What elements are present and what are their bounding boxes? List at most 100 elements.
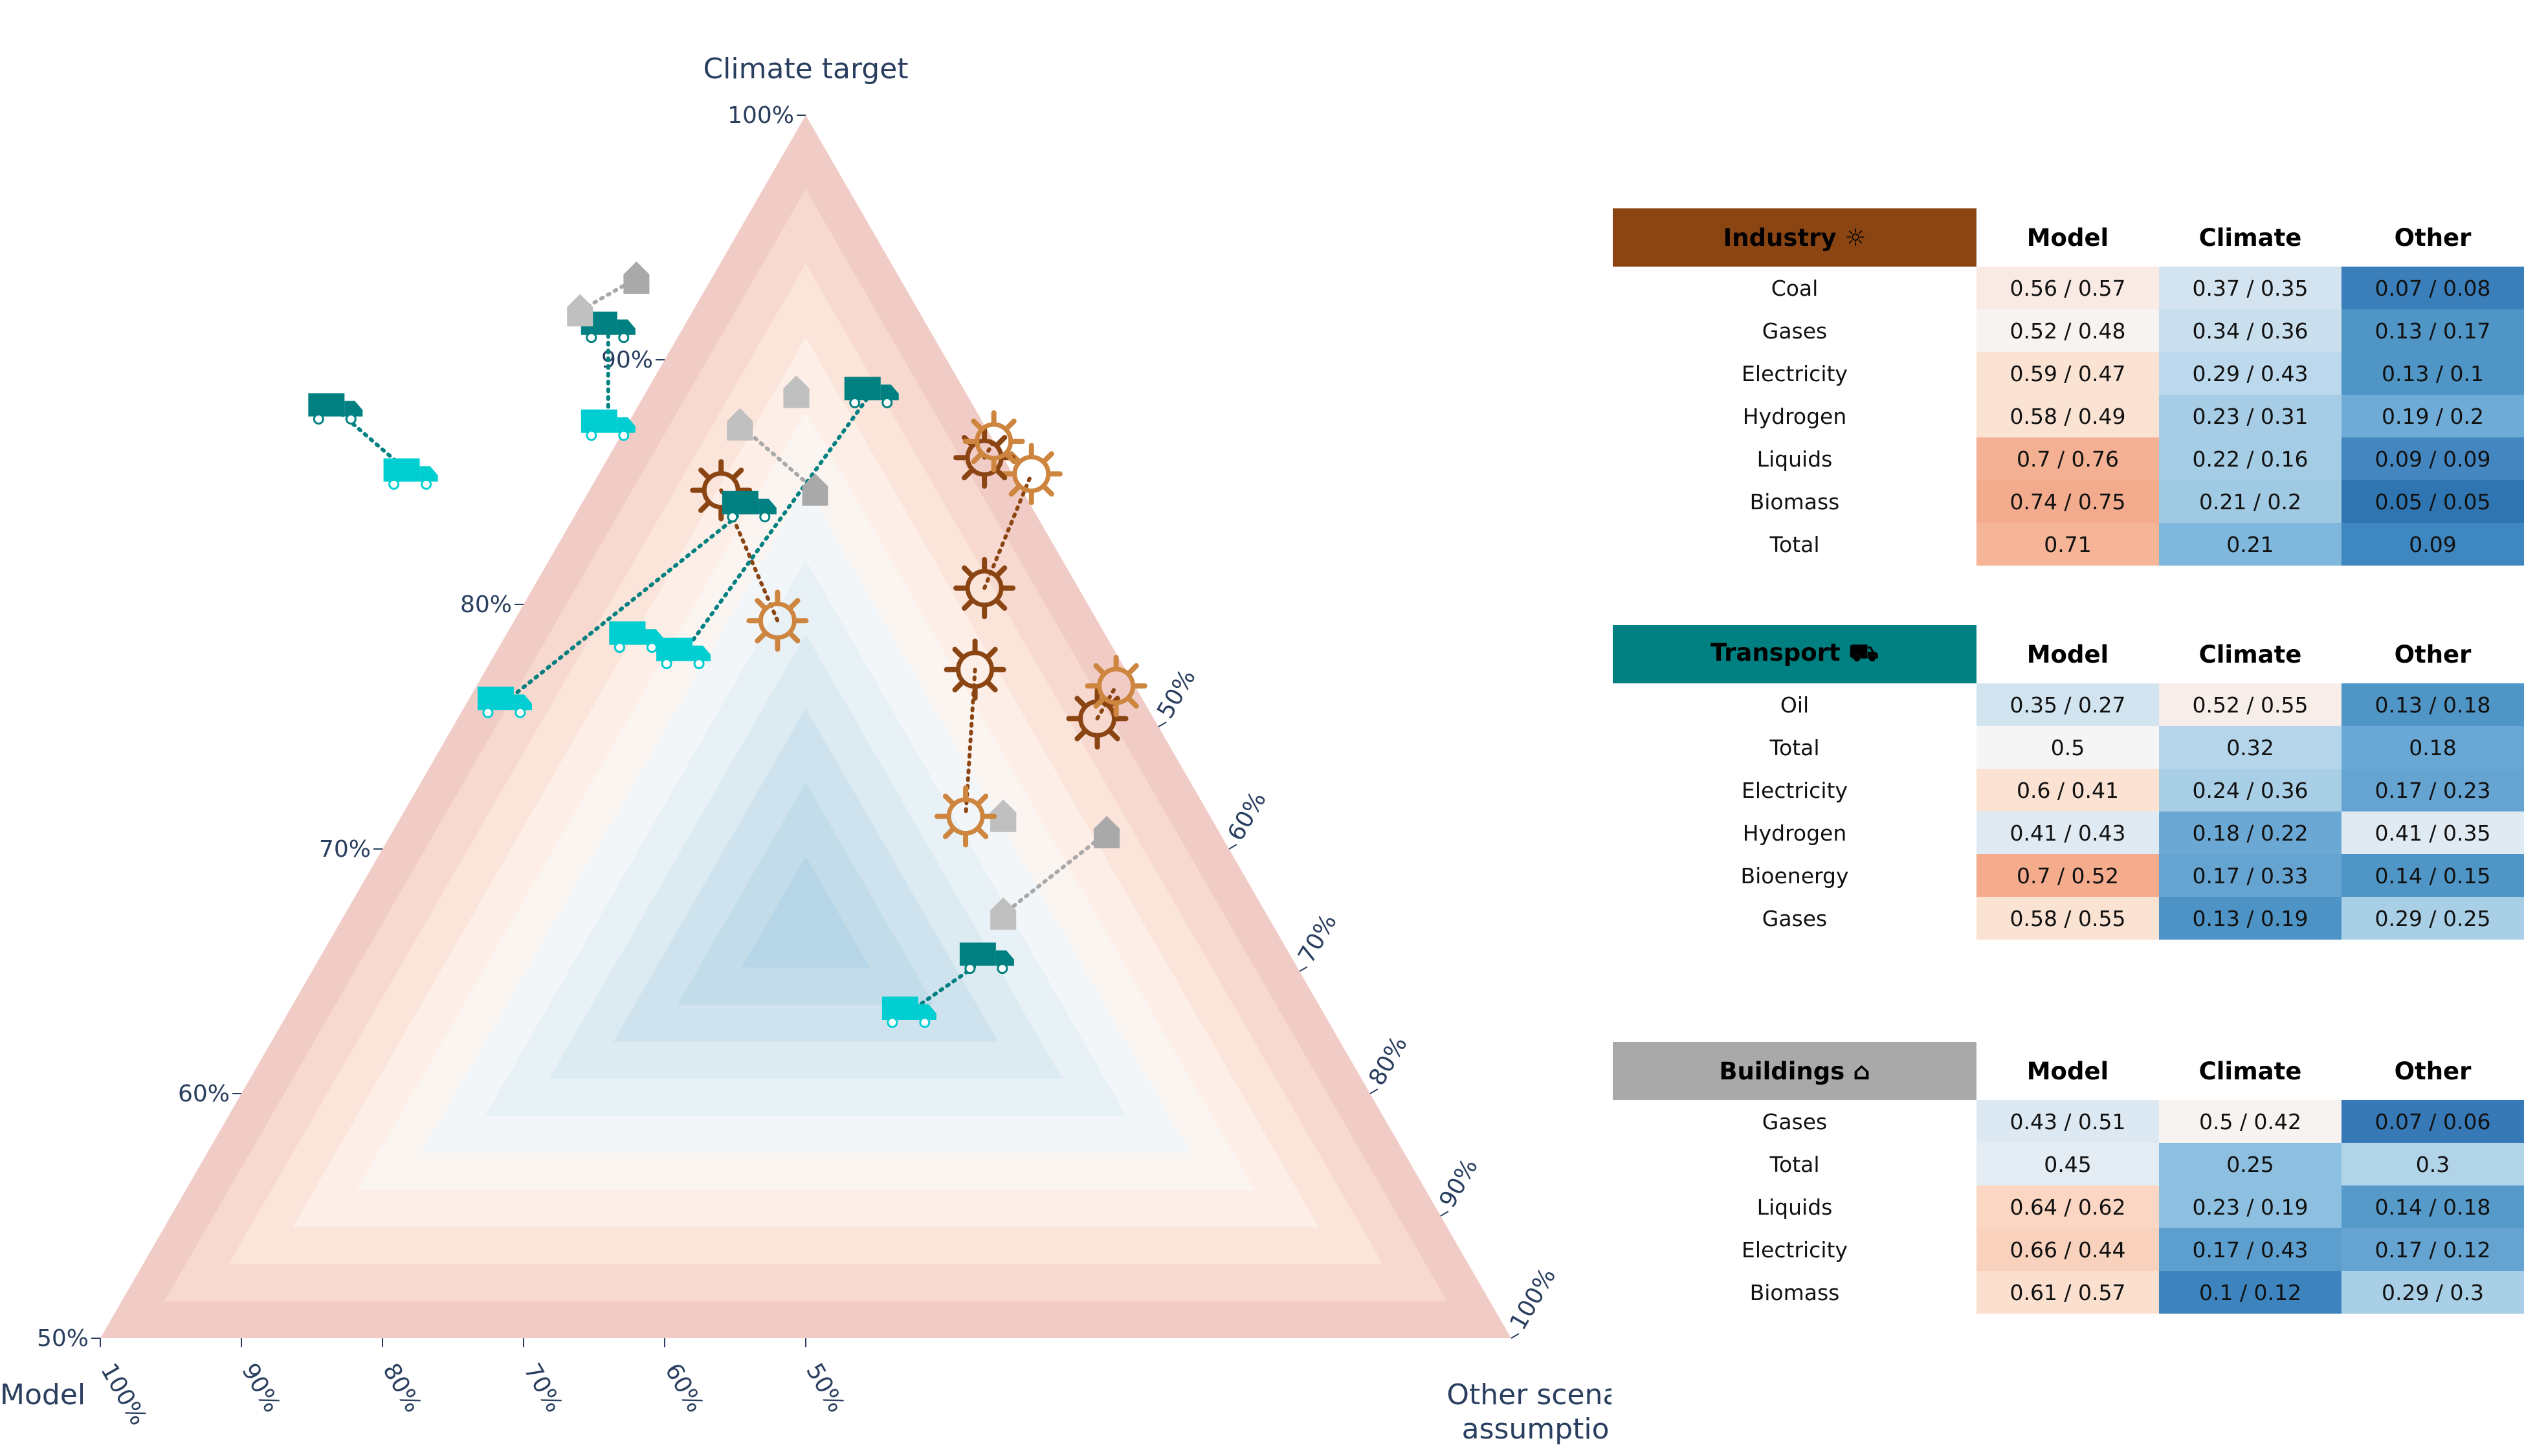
tick-label-other: 90% xyxy=(1434,1154,1483,1213)
table-row: Total 0.5 0.32 0.18 xyxy=(1613,726,2524,769)
house-shape xyxy=(990,897,1017,930)
truck-body xyxy=(581,409,617,433)
row-label: Total xyxy=(1769,1151,1820,1177)
truck-body xyxy=(308,393,345,417)
table-row: Electricity 0.6 / 0.41 0.24 / 0.36 0.17 / 0… xyxy=(1613,769,2524,811)
gear-tooth xyxy=(977,793,989,806)
gear-tooth xyxy=(977,827,989,839)
industry-marker-to xyxy=(962,410,1025,472)
gear-tooth xyxy=(952,681,964,692)
value-cell: 0.58 / 0.49 xyxy=(1976,395,2159,437)
value-cell: 0.21 / 0.2 xyxy=(2159,480,2341,523)
sector-title: Industry ☼ xyxy=(1613,208,1976,267)
table-header-row: Industry ☼ Model Climate Other xyxy=(1613,208,2524,267)
gear-tooth xyxy=(755,632,767,644)
transport-table: Transport ⛟ Model Climate Other Oil 0.35 / 0.… xyxy=(1613,625,2524,940)
truck-wheel xyxy=(618,430,630,441)
row-label: Electricity xyxy=(1742,777,1848,803)
truck-wheel xyxy=(849,397,861,408)
truck-wheel xyxy=(881,397,893,408)
gear-tooth xyxy=(962,469,973,481)
gear-tooth xyxy=(986,646,998,659)
industry-marker-from xyxy=(690,459,753,522)
industry-marker-to xyxy=(746,590,809,652)
transport-marker-to xyxy=(581,409,636,441)
row-label: Hydrogen xyxy=(1742,820,1847,846)
value-cell: 0.21 xyxy=(2159,523,2341,566)
value-cell: 0.09 xyxy=(2341,523,2524,566)
buildings-marker-to xyxy=(783,375,810,408)
house-shape xyxy=(783,375,810,408)
axis-title-other-line2: assumptions xyxy=(1462,1413,1611,1446)
industry-marker-to xyxy=(1085,655,1147,717)
truck-wheel xyxy=(887,1017,898,1028)
gear-tooth xyxy=(732,467,744,480)
truck-body xyxy=(383,458,420,482)
column-header-model: Model xyxy=(2026,1057,2109,1085)
table-row: Biomass 0.74 / 0.75 0.21 / 0.2 0.05 / 0.05 xyxy=(1613,480,2524,523)
gear-tooth xyxy=(788,598,801,610)
transport-marker-to xyxy=(881,997,936,1028)
table-row: Total 0.71 0.21 0.09 xyxy=(1613,523,2524,566)
industry-share-grid: Industry ☼ Model Climate Other Coal 0.56 / 0.… xyxy=(1613,208,2524,566)
gear-tooth xyxy=(962,599,973,611)
tick-label-model: 60% xyxy=(659,1359,709,1417)
value-cell: 0.37 / 0.35 xyxy=(2159,267,2341,309)
tick-label-climate: 80% xyxy=(460,591,512,618)
gear-tooth xyxy=(1008,485,1021,497)
value-cell: 0.7 / 0.76 xyxy=(1976,437,2159,480)
value-cell: 0.29 / 0.3 xyxy=(2341,1271,2524,1314)
value-cell: 0.13 / 0.1 xyxy=(2341,352,2524,395)
house-shape xyxy=(1094,815,1120,848)
truck-wheel xyxy=(759,511,771,523)
truck-wheel xyxy=(661,658,672,670)
gear-tooth xyxy=(971,452,983,465)
buildings-table: Buildings ⌂ Model Climate Other Gases 0.43 / … xyxy=(1613,1042,2524,1314)
value-cell: 0.17 / 0.33 xyxy=(2159,854,2341,897)
table-row: Oil 0.35 / 0.27 0.52 / 0.55 0.13 / 0.18 xyxy=(1613,683,2524,726)
gear-tooth xyxy=(1127,663,1139,675)
value-cell: 0.23 / 0.31 xyxy=(2159,395,2341,437)
value-cell: 0.6 / 0.41 xyxy=(1976,769,2159,811)
transport-marker-from xyxy=(959,942,1014,975)
column-header-other: Other xyxy=(2394,223,2472,252)
gear-tooth xyxy=(1043,451,1054,463)
truck-body xyxy=(844,377,881,401)
table-row: Coal 0.56 / 0.57 0.37 / 0.35 0.07 / 0.08 xyxy=(1613,267,2524,309)
buildings-marker-to xyxy=(727,408,753,441)
background-band xyxy=(741,856,870,968)
row-label: Liquids xyxy=(1756,446,1833,472)
value-cell: 0.3 xyxy=(2341,1143,2524,1186)
value-cell: 0.07 / 0.06 xyxy=(2341,1100,2524,1143)
value-cell: 0.1 / 0.12 xyxy=(2159,1271,2341,1314)
value-cell: 0.18 / 0.22 xyxy=(2159,811,2341,854)
row-label: Gases xyxy=(1762,318,1828,344)
truck-wheel xyxy=(646,641,658,653)
value-cell: 0.22 / 0.16 xyxy=(2159,437,2341,480)
gear-tooth xyxy=(942,827,955,839)
value-cell: 0.13 / 0.18 xyxy=(2341,683,2524,726)
industry-table: Industry ☼ Model Climate Other Coal 0.56 / 0.… xyxy=(1613,208,2524,566)
column-header-climate: Climate xyxy=(2198,1057,2302,1085)
buildings-marker-to xyxy=(567,294,593,327)
transport-marker-to xyxy=(477,687,532,718)
row-label: Gases xyxy=(1762,1109,1828,1134)
value-cell: 0.17 / 0.43 xyxy=(2159,1228,2341,1271)
table-row: Gases 0.43 / 0.51 0.5 / 0.42 0.07 / 0.06 xyxy=(1613,1100,2524,1143)
value-cell: 0.13 / 0.17 xyxy=(2341,309,2524,352)
gear-tooth xyxy=(1043,485,1054,497)
transport-share-grid: Transport ⛟ Model Climate Other Oil 0.35 / 0.… xyxy=(1613,625,2524,940)
table-row: Electricity 0.59 / 0.47 0.29 / 0.43 0.13 / … xyxy=(1613,352,2524,395)
tick-label-climate: 60% xyxy=(178,1081,230,1107)
value-cell: 0.29 / 0.43 xyxy=(2159,352,2341,395)
industry-marker-to xyxy=(935,785,997,848)
pair-connector xyxy=(681,390,874,656)
gear-tooth xyxy=(962,565,973,577)
tick-mark xyxy=(1369,1088,1378,1094)
truck-wheel xyxy=(727,511,738,523)
house-shape xyxy=(567,294,593,327)
value-cell: 0.19 / 0.2 xyxy=(2341,395,2524,437)
value-cell: 0.29 / 0.25 xyxy=(2341,897,2524,940)
column-header-other: Other xyxy=(2394,640,2472,668)
value-cell: 0.61 / 0.57 xyxy=(1976,1271,2159,1314)
